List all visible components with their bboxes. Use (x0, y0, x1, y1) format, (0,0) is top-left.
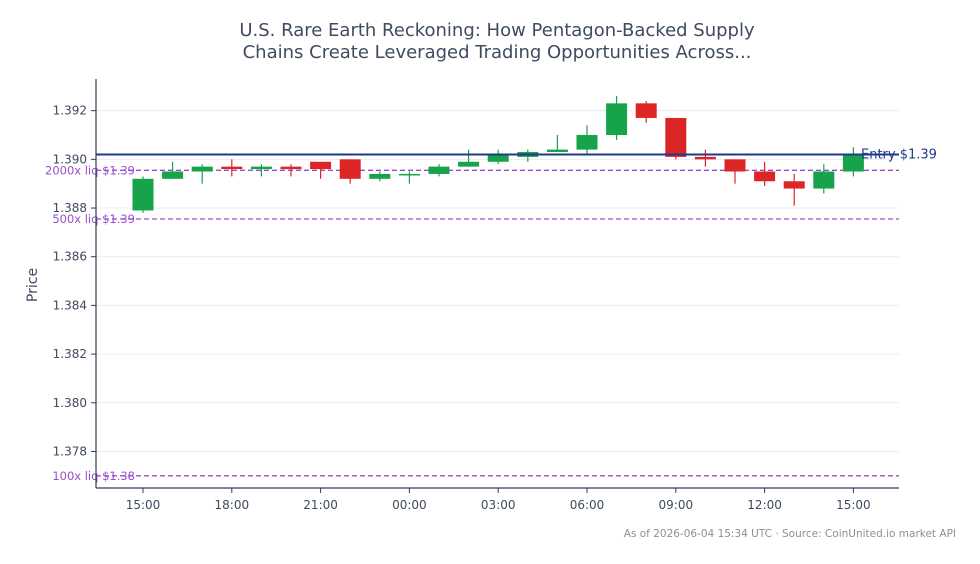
chart-title-line-1: U.S. Rare Earth Reckoning: How Pentagon-… (239, 20, 755, 41)
y-tick-label: 1.384 (53, 298, 87, 312)
candle (635, 100, 657, 123)
candle (576, 125, 598, 155)
candle-body (162, 171, 184, 179)
y-axis-label: Price (25, 268, 41, 302)
candle-body (754, 171, 776, 182)
x-tick-label: 18:00 (215, 498, 250, 512)
y-tick-label: 1.392 (53, 104, 87, 118)
candle (813, 164, 835, 194)
x-tick-label: 21:00 (303, 498, 338, 512)
y-tick-label: 1.380 (53, 396, 87, 410)
candle-body (606, 103, 628, 135)
entry-label: Entry $1.39 (861, 147, 937, 162)
candles (132, 96, 864, 213)
entry-line-group: Entry $1.39 (96, 147, 937, 162)
x-tick-label: 12:00 (747, 498, 782, 512)
candle (517, 149, 539, 162)
y-tick-label: 1.382 (53, 347, 87, 361)
y-tick-label: 1.388 (53, 201, 87, 215)
candle (665, 117, 687, 160)
chart-title-line-2: Chains Create Leveraged Trading Opportun… (242, 42, 752, 63)
candle (546, 134, 568, 153)
candle (428, 164, 450, 177)
candle-body (813, 171, 835, 189)
candle-body (280, 166, 302, 170)
candle-body (191, 166, 213, 172)
candle (191, 164, 213, 184)
candle-body (842, 154, 864, 172)
candle (310, 161, 332, 179)
candle-body (458, 161, 480, 167)
candle (783, 173, 805, 206)
y-tick-label: 1.378 (53, 444, 87, 458)
candle (250, 164, 272, 177)
candle-body (132, 178, 154, 211)
liquidation-label: 500x liq $1.39 (52, 212, 135, 226)
candle (724, 159, 746, 184)
candle (754, 161, 776, 187)
y-tick-label: 1.390 (53, 152, 87, 166)
candle-body (221, 166, 243, 170)
candle-body (398, 173, 420, 176)
candle (398, 171, 420, 184)
axes: 1.378 1.380 1.382 1.384 1.386 1.388 1.390 1.392… (53, 79, 899, 512)
candle (842, 147, 864, 177)
candle-body (724, 159, 746, 172)
liquidation-label: 100x liq $1.38 (52, 469, 135, 483)
x-tick-label: 09:00 (659, 498, 694, 512)
candle-body (339, 159, 361, 179)
candle (221, 159, 243, 177)
x-tick-label: 03:00 (481, 498, 516, 512)
x-tick-label: 00:00 (392, 498, 427, 512)
candle-body (694, 156, 716, 160)
candle-body (369, 173, 391, 179)
candle-body (250, 166, 272, 170)
y-tick-label: 1.386 (53, 250, 87, 264)
candle-body (576, 134, 598, 150)
chart-title: U.S. Rare Earth Reckoning: How Pentagon-… (0, 20, 980, 64)
candle (487, 149, 509, 165)
liquidation-label: 2000x liq $1.39 (45, 163, 135, 177)
candle-body (783, 181, 805, 189)
candle (132, 176, 154, 213)
candle (606, 96, 628, 140)
x-tick-label: 15:00 (126, 498, 161, 512)
candle-body (635, 103, 657, 118)
candle (694, 149, 716, 167)
candle-body (546, 149, 568, 153)
candle-body (487, 154, 509, 162)
candle (162, 161, 184, 179)
candle (458, 149, 480, 167)
candle-body (310, 161, 332, 170)
candle-body (665, 117, 687, 157)
candle-body (428, 166, 450, 174)
footer-note: As of 2026-06-04 15:34 UTC · Source: Coi… (623, 528, 956, 540)
candle (369, 171, 391, 182)
x-tick-label: 15:00 (836, 498, 871, 512)
x-tick-label: 06:00 (570, 498, 605, 512)
candle (339, 159, 361, 184)
candle (280, 164, 302, 177)
liquidation-lines: 2000x liq $1.39 500x liq $1.39 100x liq $1… (45, 163, 899, 483)
